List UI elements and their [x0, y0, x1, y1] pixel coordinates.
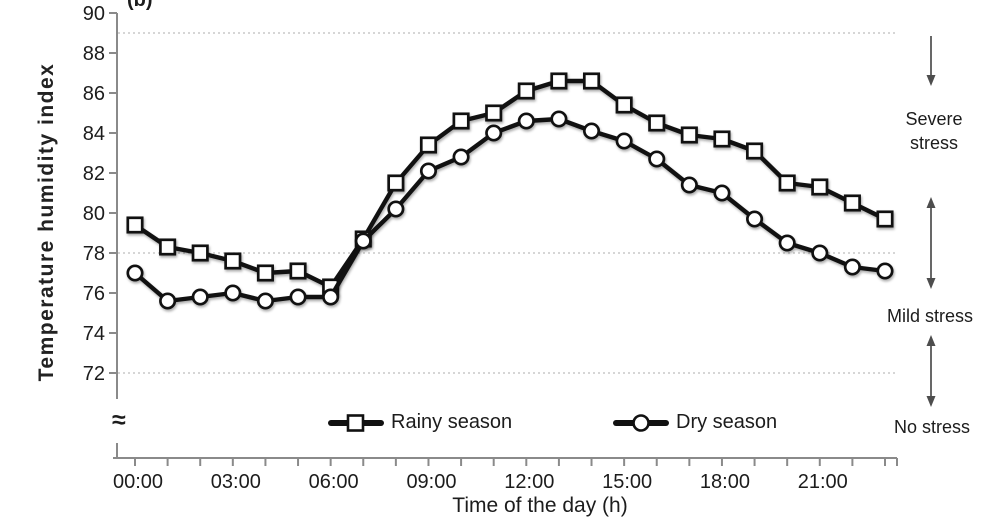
square-data-marker: [485, 104, 503, 122]
square-data-marker: [191, 244, 209, 262]
circle-data-marker: [485, 124, 503, 142]
severe-stress-label: Severe stress: [905, 109, 963, 154]
x-tick-label: 15:00: [602, 471, 652, 493]
circle-data-marker: [322, 288, 340, 306]
circle-data-marker: [615, 132, 633, 150]
circle-data-marker: [354, 232, 372, 250]
square-data-marker: [778, 174, 796, 192]
y-tick-label: 90: [83, 3, 105, 25]
square-data-marker: [843, 194, 861, 212]
circle-data-marker: [680, 176, 698, 194]
legend-item-dry-season: Dry season: [613, 411, 777, 434]
y-tick-label: 76: [83, 283, 105, 305]
square-data-marker: [582, 72, 601, 90]
square-data-marker: [746, 142, 764, 160]
circle-data-marker: [387, 200, 405, 218]
y-tick-label: 84: [83, 123, 105, 145]
circle-data-marker: [452, 148, 470, 166]
square-data-marker: [159, 238, 177, 256]
y-tick-label: 82: [83, 163, 105, 185]
circle-data-marker: [843, 258, 861, 276]
square-data-marker: [876, 210, 894, 228]
circle-data-marker: [256, 292, 274, 310]
circle-data-marker: [746, 210, 764, 228]
x-axis-title: Time of the day (h): [452, 494, 628, 517]
mild-stress-range-arrow-icon: [926, 197, 936, 289]
no-stress-range-arrow-icon: [926, 335, 936, 407]
square-data-marker: [517, 82, 535, 100]
square-data-marker: [811, 178, 829, 196]
y-tick-label: 74: [83, 323, 105, 345]
y-tick-label: 78: [83, 243, 105, 265]
x-tick-label: 12:00: [504, 471, 554, 493]
legend-label-rainy: Rainy season: [391, 411, 513, 433]
circle-data-marker: [191, 288, 209, 306]
square-data-marker: [387, 174, 405, 192]
circle-data-marker: [778, 234, 796, 252]
square-data-marker: [713, 130, 731, 148]
series-line: [133, 78, 886, 290]
x-tick-label: 03:00: [211, 471, 261, 493]
square-data-marker: [680, 126, 698, 144]
dry-season-series: [126, 110, 894, 310]
square-data-marker: [452, 112, 470, 130]
circle-data-marker: [876, 262, 894, 280]
y-axis-title: Temperature humidity index: [35, 62, 58, 382]
mild-stress-label: Mild stress: [886, 306, 973, 326]
square-marker-icon: [328, 413, 384, 432]
axis-break-icon: ≈: [112, 406, 126, 434]
legend-label-dry: Dry season: [676, 411, 778, 433]
severe-stress-arrow-icon: [926, 36, 936, 86]
circle-data-marker: [126, 264, 144, 282]
y-tick-label: 88: [83, 43, 105, 65]
circle-data-marker: [582, 122, 601, 140]
series-line: [133, 116, 886, 304]
square-data-marker: [224, 252, 242, 270]
panel-label: (b): [127, 0, 153, 11]
y-tick-label: 72: [83, 363, 105, 385]
circle-marker-icon: [613, 413, 669, 432]
square-data-marker: [126, 216, 144, 234]
circle-data-marker: [224, 284, 242, 302]
square-data-marker: [289, 262, 307, 280]
x-tick-label: 00:00: [113, 471, 163, 493]
legend-item-rainy-season: Rainy season: [328, 411, 512, 434]
rainy-season-series: [126, 72, 894, 296]
y-tick-label: 80: [83, 203, 105, 225]
circle-data-marker: [517, 112, 535, 130]
circle-data-marker: [713, 184, 731, 202]
square-data-marker: [256, 264, 274, 282]
circle-data-marker: [648, 150, 666, 168]
no-stress-label: No stress: [893, 417, 971, 437]
x-tick-label: 21:00: [798, 471, 848, 493]
square-data-marker: [615, 96, 633, 114]
circle-data-marker: [159, 292, 177, 310]
x-tick-label: 18:00: [700, 471, 750, 493]
y-tick-label: 86: [83, 83, 105, 105]
circle-data-marker: [811, 244, 829, 262]
x-tick-label: 06:00: [309, 471, 359, 493]
square-data-marker: [419, 136, 438, 154]
circle-data-marker: [419, 162, 438, 180]
square-data-marker: [550, 72, 568, 90]
square-data-marker: [648, 114, 666, 132]
circle-data-marker: [289, 288, 307, 306]
circle-data-marker: [550, 110, 568, 128]
x-tick-label: 09:00: [406, 471, 456, 493]
